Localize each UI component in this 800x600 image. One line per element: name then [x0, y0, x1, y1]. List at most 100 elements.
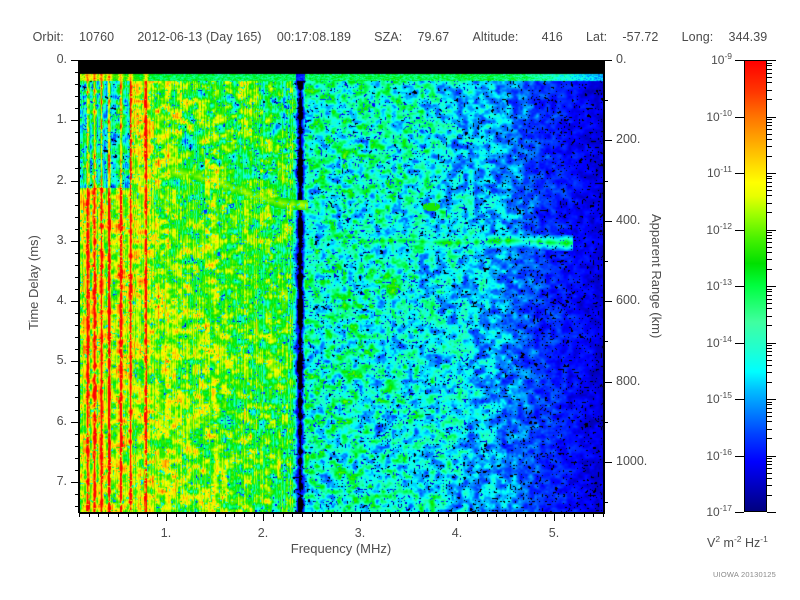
- y2-axis-tick: [604, 382, 612, 383]
- colorbar-minor-tick: [767, 146, 772, 147]
- colorbar-minor-tick: [767, 478, 772, 479]
- x-axis-tick: [574, 513, 575, 517]
- y-axis-tick: [75, 72, 79, 73]
- y-axis-tick: [71, 361, 79, 362]
- sza-label: SZA:: [374, 30, 403, 44]
- colorbar-minor-tick: [767, 438, 772, 439]
- colorbar-tick-label: 10-14: [706, 334, 732, 350]
- colorbar-minor-tick: [767, 269, 772, 270]
- x-axis-tick: [554, 513, 555, 521]
- longitude-value: 344.39: [728, 30, 768, 44]
- colorbar-minor-tick: [767, 134, 772, 135]
- x-axis-tick: [380, 513, 381, 517]
- colorbar-tick: [767, 230, 776, 231]
- colorbar-minor-tick: [767, 178, 772, 179]
- colorbar-minor-tick: [767, 464, 772, 465]
- colorbar-minor-tick: [767, 412, 772, 413]
- y-axis-tick: [75, 84, 79, 85]
- colorbar-minor-tick: [767, 468, 772, 469]
- y-axis-tick: [75, 494, 79, 495]
- colorbar-tick: [767, 456, 776, 457]
- y-axis-tick: [71, 241, 79, 242]
- orbit-value: 10760: [78, 30, 115, 44]
- y2-axis-tick: [604, 100, 608, 101]
- colorbar-minor-tick: [767, 90, 772, 91]
- colorbar-minor-tick: [767, 203, 772, 204]
- x-axis-tick: [322, 513, 323, 517]
- colorbar-minor-tick: [767, 129, 772, 130]
- x-axis-tick: [341, 513, 342, 517]
- colorbar-minor-tick: [767, 365, 772, 366]
- y-axis-tick: [75, 265, 79, 266]
- colorbar-tick: [735, 456, 744, 457]
- x-axis-tick: [292, 513, 293, 517]
- colorbar-minor-tick: [767, 99, 772, 100]
- altitude-label: Altitude:: [472, 30, 519, 44]
- x-axis-tick: [564, 513, 565, 517]
- x-axis-tick: [254, 513, 255, 517]
- y-axis-tick: [71, 60, 79, 61]
- colorbar-tick: [767, 173, 776, 174]
- colorbar-unit-label: V2 m-2 Hz-1: [707, 534, 768, 551]
- x-axis-tick: [195, 513, 196, 517]
- colorbar-tick: [735, 60, 744, 61]
- x-axis-tick: [390, 513, 391, 517]
- colorbar-minor-tick: [767, 156, 772, 157]
- sza-value: 79.67: [417, 30, 450, 44]
- altitude-value: 416: [541, 30, 563, 44]
- y-axis-tick: [75, 144, 79, 145]
- y2-axis-tick-label: 0.: [616, 52, 627, 66]
- colorbar-tick: [767, 286, 776, 287]
- colorbar-tick-label: 10-12: [706, 221, 732, 237]
- colorbar-minor-tick: [767, 182, 772, 183]
- colorbar-minor-tick: [767, 345, 772, 346]
- colorbar-minor-tick: [767, 259, 772, 260]
- colorbar-minor-tick: [767, 485, 772, 486]
- y-axis-tick: [75, 325, 79, 326]
- y2-axis-tick: [604, 221, 612, 222]
- colorbar-tick: [767, 60, 776, 61]
- latitude-value: -57.72: [622, 30, 659, 44]
- colorbar-minor-tick: [767, 404, 772, 405]
- y-axis-tick-label: 5.: [56, 353, 67, 367]
- y-axis-tick: [75, 156, 79, 157]
- x-axis-tick: [360, 513, 361, 521]
- x-axis-tick: [525, 513, 526, 517]
- colorbar-minor-tick: [767, 122, 772, 123]
- x-axis-tick: [312, 513, 313, 517]
- colorbar-tick: [767, 512, 776, 513]
- colorbar-minor-tick: [767, 69, 772, 70]
- x-axis-tick: [79, 513, 80, 517]
- y-axis-tick-label: 1.: [56, 112, 67, 126]
- x-axis-tick: [186, 513, 187, 517]
- y2-axis-tick-label: 400.: [616, 213, 641, 227]
- x-axis-tick: [205, 513, 206, 517]
- y-axis-tick: [75, 373, 79, 374]
- x-axis-tick: [399, 513, 400, 517]
- x-axis-tick-label: 5.: [548, 526, 560, 540]
- y-axis-line: [78, 60, 79, 513]
- y2-axis-tick: [604, 181, 608, 182]
- x-axis-tick: [166, 513, 167, 521]
- colorbar-minor-tick: [767, 372, 772, 373]
- x-axis-tick: [593, 513, 594, 517]
- y-axis-tick: [71, 422, 79, 423]
- colorbar-tick: [735, 173, 744, 174]
- colorbar-minor-tick: [767, 247, 772, 248]
- colorbar-minor-tick: [767, 461, 772, 462]
- x-axis-tick: [331, 513, 332, 517]
- x-axis-tick: [438, 513, 439, 517]
- y-axis-tick: [71, 120, 79, 121]
- y2-axis-tick-label: 200.: [616, 132, 641, 146]
- latitude-label: Lat:: [585, 30, 608, 44]
- colorbar-minor-tick: [767, 408, 772, 409]
- colorbar-minor-tick: [767, 351, 772, 352]
- colorbar-tick-label: 10-17: [706, 503, 732, 519]
- y-axis-tick-label: 6.: [56, 414, 67, 428]
- y-axis-tick: [75, 385, 79, 386]
- y-axis-tick: [75, 349, 79, 350]
- colorbar-minor-tick: [767, 119, 772, 120]
- colorbar-minor-tick: [767, 382, 772, 383]
- x-axis-tick: [157, 513, 158, 517]
